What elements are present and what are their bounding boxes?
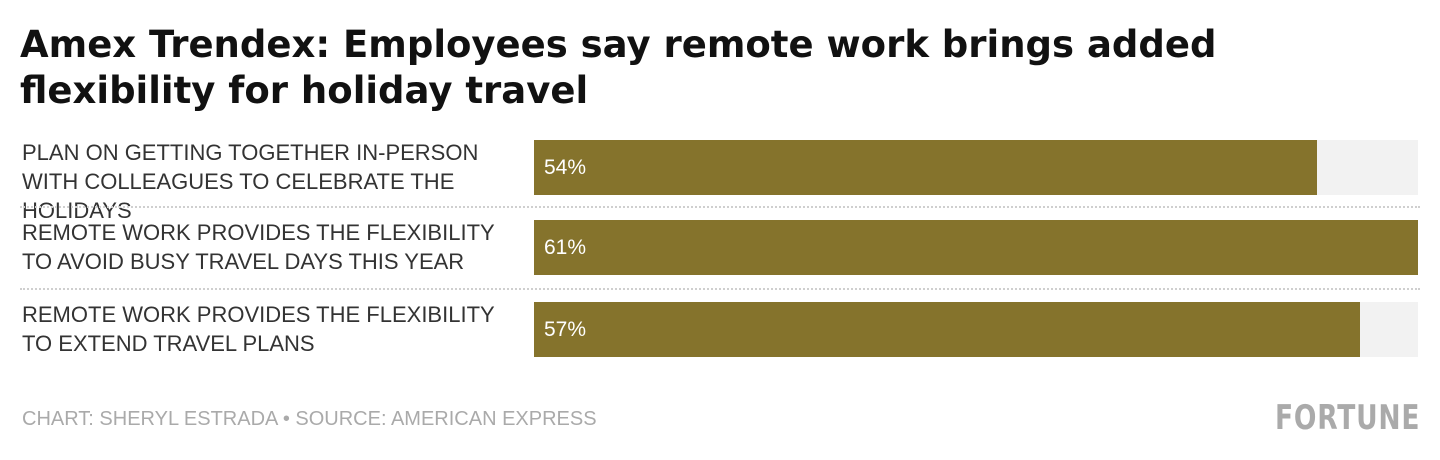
category-label: REMOTE WORK PROVIDES THE FLEXIBILITY TO … [22,302,495,356]
bar-track: 61% [534,220,1418,275]
data-label: 57% [544,318,587,341]
bar-row: REMOTE WORK PROVIDES THE FLEXIBILITY TO … [0,292,1440,372]
bar-row: PLAN ON GETTING TOGETHER IN-PERSON WITH … [0,130,1440,223]
bar [534,140,1317,195]
bar [534,220,1418,275]
category-label: REMOTE WORK PROVIDES THE FLEXIBILITY TO … [22,220,495,274]
row-divider [20,206,1420,208]
bar-track: 54% [534,140,1418,195]
data-label: 54% [544,156,587,179]
category-label: PLAN ON GETTING TOGETHER IN-PERSON WITH … [22,140,479,223]
chart-title: Amex Trendex: Employees say remote work … [20,23,1217,112]
bar-row: REMOTE WORK PROVIDES THE FLEXIBILITY TO … [0,210,1440,290]
row-divider [20,288,1420,290]
source-credit: CHART: SHERYL ESTRADA • SOURCE: AMERICAN… [22,408,597,430]
data-label: 61% [544,236,587,259]
bar-chart: PLAN ON GETTING TOGETHER IN-PERSON WITH … [0,130,1440,362]
bar [534,302,1361,357]
bar-track: 57% [534,302,1418,357]
fortune-logo: FORTUNE [1274,398,1420,438]
